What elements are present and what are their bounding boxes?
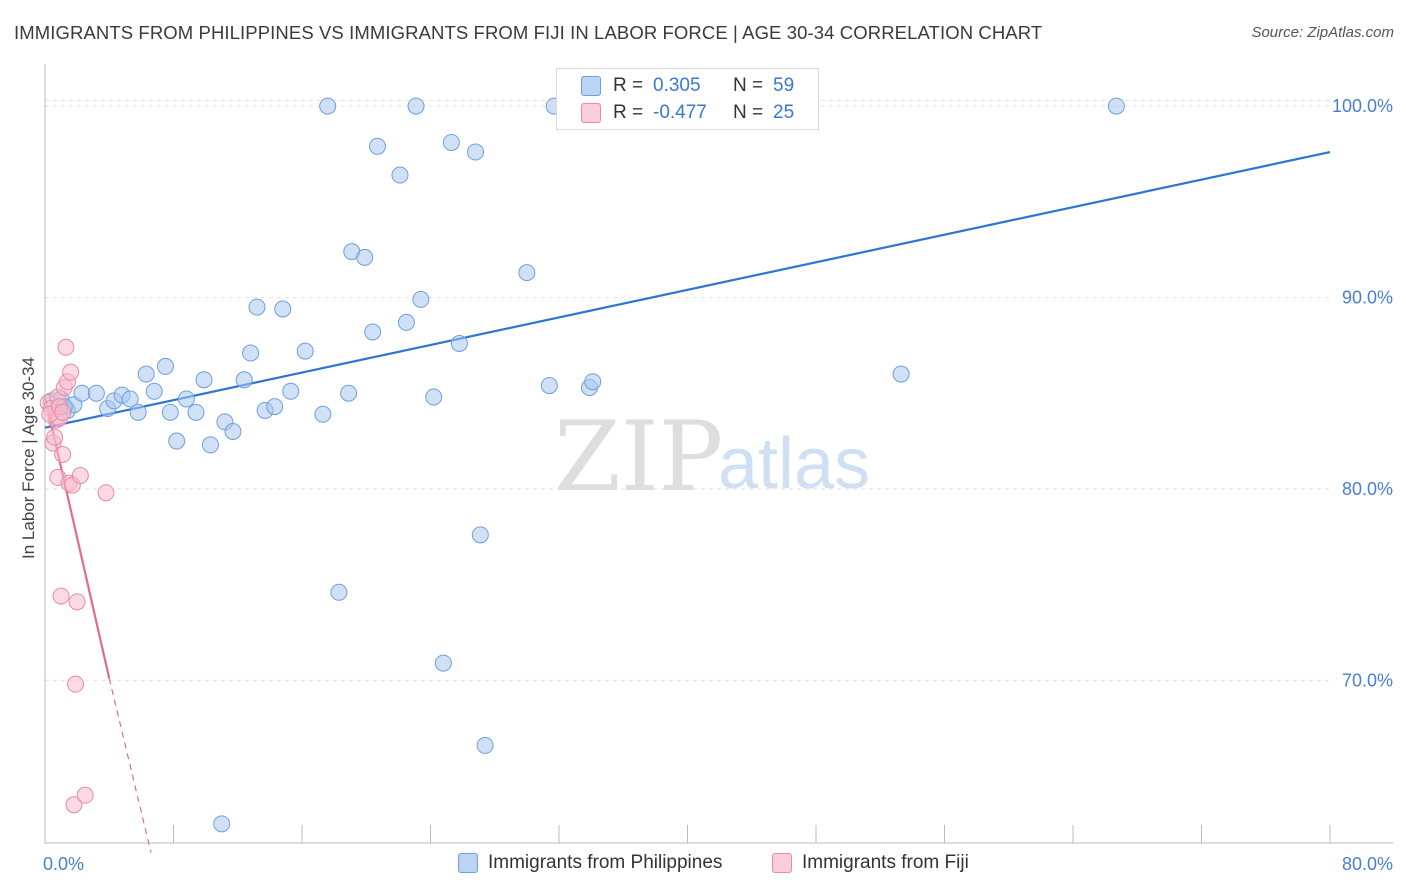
data-point-philippines (584, 373, 602, 391)
watermark: ZIP atlas (554, 401, 870, 513)
data-points (39, 97, 1125, 833)
data-point-philippines (540, 377, 558, 395)
data-point-philippines (274, 300, 292, 318)
data-point-philippines (224, 422, 242, 440)
data-point-philippines (137, 365, 155, 383)
n-label: N = (733, 75, 764, 96)
data-point-philippines (201, 436, 219, 454)
data-point-philippines (177, 390, 195, 408)
data-point-fiji (62, 363, 80, 381)
axes (44, 64, 1393, 844)
data-point-philippines (242, 344, 260, 362)
x-tick-label: 80.0% (1342, 854, 1393, 874)
data-point-philippines (195, 371, 213, 389)
data-point-philippines (282, 382, 300, 400)
data-point-philippines (892, 365, 910, 383)
data-point-philippines (476, 736, 494, 754)
n-value: 25 (773, 102, 795, 123)
data-point-philippines (296, 342, 314, 360)
legend-swatch-pink (772, 853, 792, 873)
data-point-fiji (67, 675, 85, 693)
data-point-philippines (450, 334, 468, 352)
data-point-philippines (407, 97, 425, 115)
data-point-philippines (156, 357, 174, 375)
data-point-philippines (442, 133, 460, 151)
data-point-philippines (168, 432, 186, 450)
data-point-fiji (54, 403, 72, 421)
data-point-philippines (248, 298, 266, 316)
data-point-philippines (87, 384, 105, 402)
data-point-fiji (65, 796, 83, 814)
stats-legend: R = 0.305 N = 59 R = -0.477 N = 25 (556, 68, 819, 130)
y-tick-label: 90.0% (1342, 288, 1393, 308)
tick-labels: 70.0% 80.0% 90.0% 100.0% 0.0% 80.0% (43, 96, 1393, 874)
data-point-philippines (340, 384, 358, 402)
data-point-philippines (235, 371, 253, 389)
data-point-philippines (434, 654, 452, 672)
data-point-philippines (412, 290, 430, 308)
data-point-fiji (46, 428, 64, 446)
data-point-philippines (73, 384, 91, 402)
legend-item-philippines[interactable]: Immigrants from Philippines (458, 852, 722, 874)
n-label: N = (733, 102, 764, 123)
data-point-philippines (397, 313, 415, 331)
data-point-fiji (71, 467, 89, 485)
data-point-philippines (330, 583, 348, 601)
source-label: Source: ZipAtlas.com (1251, 24, 1394, 41)
watermark-zip: ZIP (554, 401, 723, 513)
data-point-philippines (266, 398, 284, 416)
r-label: R = (613, 75, 644, 96)
x-tick-label: 0.0% (43, 854, 84, 874)
data-point-philippines (129, 403, 147, 421)
chart-title: IMMIGRANTS FROM PHILIPPINES VS IMMIGRANT… (14, 22, 1043, 43)
legend-row-fiji: R = -0.477 N = 25 (581, 100, 794, 126)
data-point-philippines (391, 166, 409, 184)
n-value: 59 (773, 75, 795, 96)
trend-line-fiji-extension (108, 678, 152, 853)
data-point-philippines (1107, 97, 1125, 115)
data-point-philippines (145, 382, 163, 400)
data-point-fiji (76, 786, 94, 804)
legend-item-fiji[interactable]: Immigrants from Fiji (772, 852, 969, 874)
y-tick-label: 80.0% (1342, 479, 1393, 499)
data-point-philippines (213, 815, 231, 833)
y-axis-label: In Labor Force | Age 30-34 (19, 357, 38, 559)
legend-label-philippines: Immigrants from Philippines (488, 852, 723, 873)
legend-label-fiji: Immigrants from Fiji (802, 852, 969, 873)
data-point-philippines (425, 388, 443, 406)
data-point-fiji (68, 593, 86, 611)
legend-row-philippines: R = 0.305 N = 59 (581, 73, 794, 99)
y-tick-label: 100.0% (1332, 96, 1393, 116)
data-point-philippines (466, 143, 484, 161)
data-point-fiji (52, 587, 70, 605)
grid-lines (45, 99, 1330, 681)
legend-swatch-blue (458, 853, 478, 873)
data-point-philippines (319, 97, 337, 115)
data-point-philippines (121, 390, 139, 408)
series-legend: Immigrants from Philippines Immigrants f… (0, 852, 1406, 878)
r-value: -0.477 (653, 102, 707, 123)
r-label: R = (613, 102, 644, 123)
data-point-fiji (97, 484, 115, 502)
data-point-philippines (314, 405, 332, 423)
data-point-philippines (187, 403, 205, 421)
legend-swatch-pink (581, 103, 601, 123)
data-point-fiji (54, 445, 72, 463)
data-point-philippines (356, 248, 374, 266)
trend-line-philippines (44, 150, 1331, 429)
data-point-philippines (518, 264, 536, 282)
data-point-philippines (161, 403, 179, 421)
legend-swatch-blue (581, 76, 601, 96)
r-value: 0.305 (653, 75, 701, 96)
data-point-philippines (364, 323, 382, 341)
watermark-atlas: atlas (718, 424, 870, 504)
data-point-philippines (471, 526, 489, 544)
data-point-philippines (368, 137, 386, 155)
y-tick-label: 70.0% (1342, 670, 1393, 690)
data-point-fiji (57, 338, 75, 356)
